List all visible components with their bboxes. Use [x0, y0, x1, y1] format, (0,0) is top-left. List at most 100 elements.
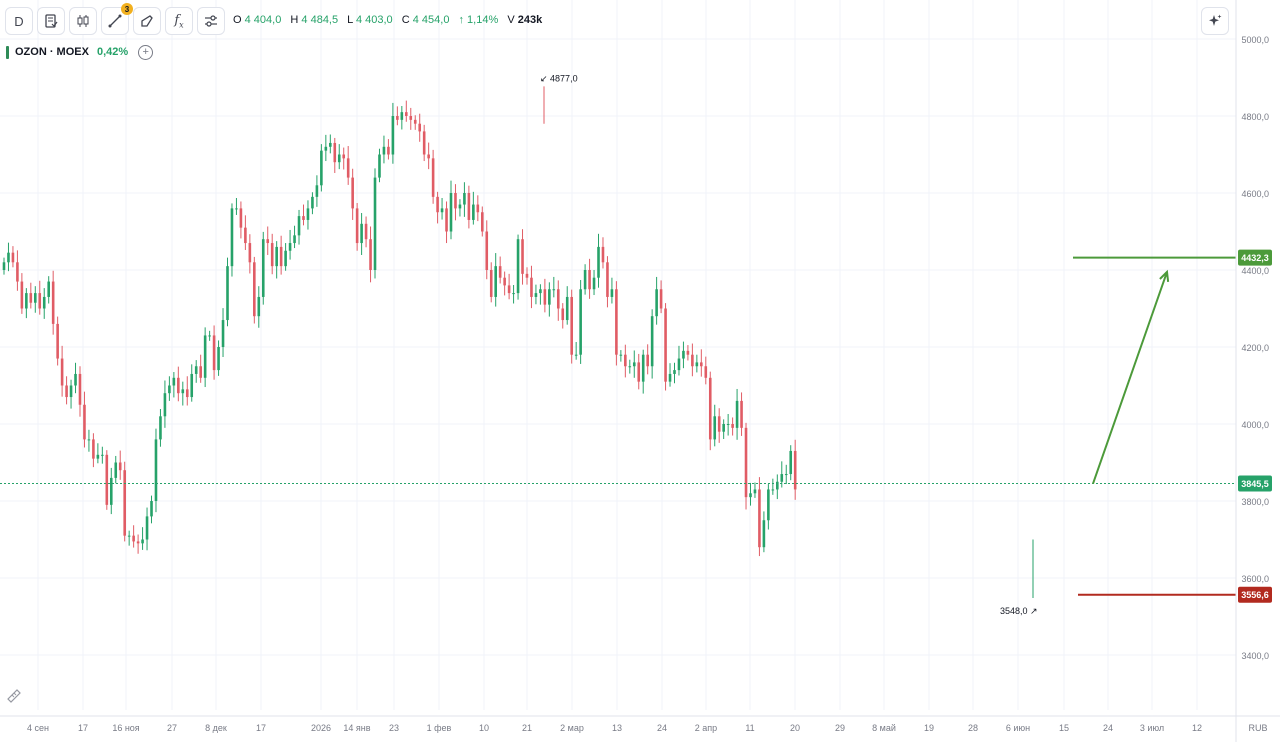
- candle-body: [700, 362, 703, 367]
- candle-body: [83, 404, 86, 440]
- candle-body: [132, 535, 135, 542]
- chart-type-button[interactable]: [69, 7, 97, 35]
- candle-body: [101, 454, 104, 456]
- candle-body: [610, 289, 614, 297]
- ai-assistant-button[interactable]: [1201, 7, 1229, 35]
- candle-body: [570, 296, 573, 355]
- x-tick-label: 21: [522, 723, 532, 733]
- candle-body: [771, 489, 775, 491]
- candle-body: [203, 335, 207, 378]
- y-tick-label: 3400,0: [1241, 651, 1269, 661]
- add-symbol-button[interactable]: +: [138, 44, 154, 60]
- trendline-icon: [108, 14, 122, 28]
- x-tick-label: 28: [968, 723, 978, 733]
- candle-body: [391, 116, 395, 155]
- arrow-shaft[interactable]: [1092, 271, 1168, 485]
- candle-body: [521, 239, 524, 274]
- candle-body: [454, 193, 457, 209]
- low-label: L: [347, 14, 353, 26]
- candle-body: [311, 196, 314, 209]
- candle-body: [226, 266, 229, 321]
- x-tick-label: 10: [479, 723, 489, 733]
- candle-body: [351, 177, 354, 209]
- candle-body: [548, 289, 551, 305]
- candle-body: [601, 246, 605, 263]
- formula-button[interactable]: fx: [165, 7, 193, 35]
- candle-body: [235, 208, 238, 210]
- candle-body: [257, 296, 261, 317]
- forecast-arrow[interactable]: [1092, 269, 1170, 485]
- candle-body: [440, 208, 444, 213]
- x-tick-label: 20: [790, 723, 800, 733]
- indicators-button[interactable]: [37, 7, 65, 35]
- symbol-legend[interactable]: OZON · MOEX 0,42% +: [6, 44, 154, 60]
- candle-body: [16, 262, 19, 282]
- candle-body: [606, 262, 609, 297]
- candle-body: [114, 462, 118, 478]
- low-marker-label: 3548,0 ↗: [1000, 606, 1038, 616]
- interval-button[interactable]: D: [5, 7, 33, 35]
- candle-body: [588, 270, 591, 290]
- x-tick-label: 15: [1059, 723, 1069, 733]
- candle-body: [413, 119, 417, 124]
- candle-body: [199, 366, 202, 378]
- open-value: 4 404,0: [244, 14, 282, 26]
- symbol-name[interactable]: OZON · MOEX: [15, 46, 89, 58]
- settings-button[interactable]: [197, 7, 225, 35]
- candle-body: [212, 335, 216, 371]
- brush-button[interactable]: [133, 7, 161, 35]
- candle-body: [396, 116, 399, 120]
- currency-label: RUB: [1248, 723, 1267, 733]
- x-tick-label: 29: [835, 723, 845, 733]
- candle-body: [248, 243, 252, 263]
- candle-body: [78, 373, 82, 405]
- x-tick-label: 6 июн: [1006, 723, 1030, 733]
- candle-body: [597, 246, 600, 278]
- candle-body: [288, 243, 292, 251]
- candle-body: [208, 335, 211, 337]
- candle-body: [118, 462, 122, 471]
- ohlc-legend: O 4 404,0 H 4 484,5 L 4 403,0 C 4 454,0 …: [233, 14, 542, 26]
- candle-body: [69, 385, 73, 398]
- candle-body: [293, 235, 296, 244]
- candle-body: [664, 308, 667, 382]
- candle-body: [324, 146, 328, 151]
- candle-body: [47, 281, 50, 297]
- candle-body: [463, 193, 466, 205]
- candle-body: [409, 116, 413, 120]
- candle-body: [244, 227, 247, 244]
- candle-body: [646, 354, 649, 367]
- candle-body: [382, 146, 386, 155]
- candle-body: [315, 185, 319, 197]
- candle-body: [337, 154, 341, 163]
- x-tick-label: 16 ноя: [112, 723, 139, 733]
- candles: [2, 86, 1034, 599]
- stop-price-label: 3556,6: [1241, 590, 1269, 600]
- candle-body: [56, 323, 59, 359]
- candle-body: [190, 373, 194, 398]
- candle-body: [333, 142, 337, 163]
- candle-body: [105, 454, 109, 505]
- candle-body: [525, 273, 529, 278]
- target-price-label-bg: [1238, 249, 1272, 266]
- candle-body: [60, 358, 64, 386]
- candle-body: [177, 377, 180, 394]
- chart-toolbar: D 3 fx O 4 404,0 H 4 484,5 L 4 403,0 C 4…: [0, 0, 1235, 40]
- sparkle-icon: [1209, 14, 1222, 26]
- candle-body: [360, 223, 363, 244]
- candle-body: [539, 289, 542, 294]
- candle-body: [355, 208, 359, 244]
- x-tick-label: 3 июл: [1140, 723, 1164, 733]
- volume-value: 243k: [517, 14, 543, 26]
- document-chart-icon: [45, 14, 58, 28]
- ruler-icon[interactable]: [6, 688, 22, 704]
- drawings-button[interactable]: 3: [101, 3, 133, 35]
- arrow-head[interactable]: [1159, 269, 1170, 282]
- candle-body: [65, 385, 68, 398]
- candle-body: [574, 354, 578, 356]
- candle-body: [42, 296, 46, 309]
- candle-body: [485, 231, 489, 270]
- candle-body: [431, 158, 435, 197]
- candle-body: [624, 354, 627, 367]
